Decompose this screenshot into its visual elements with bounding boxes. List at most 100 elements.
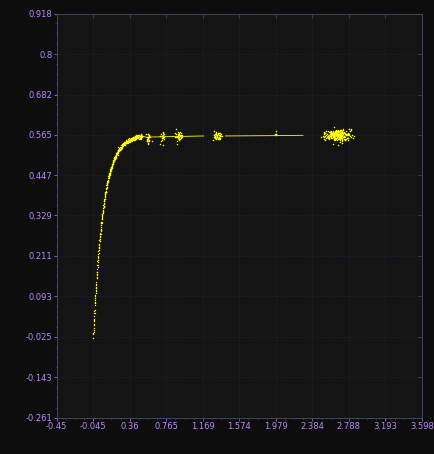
- Point: [145, 132, 152, 139]
- Point: [339, 128, 346, 135]
- Point: [329, 133, 336, 140]
- Point: [100, 203, 107, 211]
- Point: [115, 144, 122, 151]
- Point: [100, 202, 107, 209]
- Point: [102, 187, 109, 194]
- Point: [126, 136, 133, 143]
- Point: [110, 158, 117, 165]
- Point: [337, 128, 344, 136]
- Point: [92, 284, 99, 291]
- Point: [95, 243, 102, 250]
- Point: [108, 160, 115, 168]
- Point: [329, 128, 335, 136]
- Point: [102, 190, 108, 197]
- Point: [124, 138, 131, 145]
- Point: [123, 137, 130, 144]
- Point: [112, 152, 119, 159]
- Point: [335, 128, 342, 135]
- Point: [111, 154, 118, 162]
- Point: [110, 157, 117, 164]
- Point: [91, 300, 98, 307]
- Point: [158, 138, 164, 145]
- Point: [322, 131, 329, 138]
- Point: [336, 129, 343, 137]
- Point: [159, 134, 166, 141]
- Point: [335, 128, 342, 135]
- Point: [342, 131, 349, 138]
- Point: [107, 165, 114, 172]
- Point: [159, 131, 166, 138]
- Point: [113, 151, 120, 158]
- Point: [211, 133, 218, 141]
- Point: [121, 141, 128, 148]
- Point: [119, 142, 126, 149]
- Point: [134, 132, 141, 139]
- Point: [331, 132, 338, 139]
- Point: [175, 137, 182, 144]
- Point: [125, 135, 132, 142]
- Point: [212, 135, 219, 142]
- Point: [114, 151, 121, 158]
- Point: [98, 220, 105, 227]
- Point: [327, 133, 334, 140]
- Point: [130, 136, 137, 143]
- Point: [325, 134, 332, 141]
- Point: [105, 172, 112, 179]
- Point: [175, 132, 182, 139]
- Point: [128, 135, 135, 143]
- Point: [99, 212, 105, 219]
- Point: [145, 132, 152, 139]
- Point: [324, 127, 331, 134]
- Point: [331, 130, 338, 137]
- Point: [134, 134, 141, 141]
- Point: [331, 135, 338, 142]
- Point: [348, 131, 355, 138]
- Point: [326, 128, 333, 135]
- Point: [92, 281, 99, 288]
- Point: [129, 135, 136, 143]
- Point: [159, 134, 166, 142]
- Point: [338, 132, 345, 139]
- Point: [102, 189, 108, 196]
- Point: [135, 132, 142, 139]
- Point: [99, 208, 106, 215]
- Point: [106, 170, 113, 177]
- Point: [93, 268, 100, 275]
- Point: [123, 140, 130, 147]
- Point: [330, 131, 337, 138]
- Point: [120, 140, 127, 148]
- Point: [120, 141, 127, 148]
- Point: [116, 145, 123, 153]
- Point: [97, 222, 104, 229]
- Point: [119, 141, 126, 148]
- Point: [131, 136, 138, 143]
- Point: [213, 133, 220, 140]
- Point: [125, 138, 132, 145]
- Point: [108, 165, 115, 172]
- Point: [332, 131, 339, 138]
- Point: [214, 135, 221, 142]
- Point: [337, 134, 344, 142]
- Point: [118, 144, 125, 151]
- Point: [92, 282, 99, 289]
- Point: [130, 134, 137, 142]
- Point: [158, 133, 165, 140]
- Point: [102, 182, 109, 189]
- Point: [114, 146, 121, 153]
- Point: [106, 169, 113, 176]
- Point: [100, 202, 107, 209]
- Point: [107, 167, 114, 174]
- Point: [90, 317, 97, 324]
- Point: [116, 147, 123, 154]
- Point: [347, 126, 354, 133]
- Point: [106, 169, 113, 176]
- Point: [97, 227, 104, 234]
- Point: [105, 175, 112, 182]
- Point: [175, 132, 182, 139]
- Point: [124, 138, 131, 146]
- Point: [174, 140, 181, 148]
- Point: [217, 131, 224, 138]
- Point: [332, 133, 339, 140]
- Point: [135, 133, 142, 140]
- Point: [110, 157, 117, 164]
